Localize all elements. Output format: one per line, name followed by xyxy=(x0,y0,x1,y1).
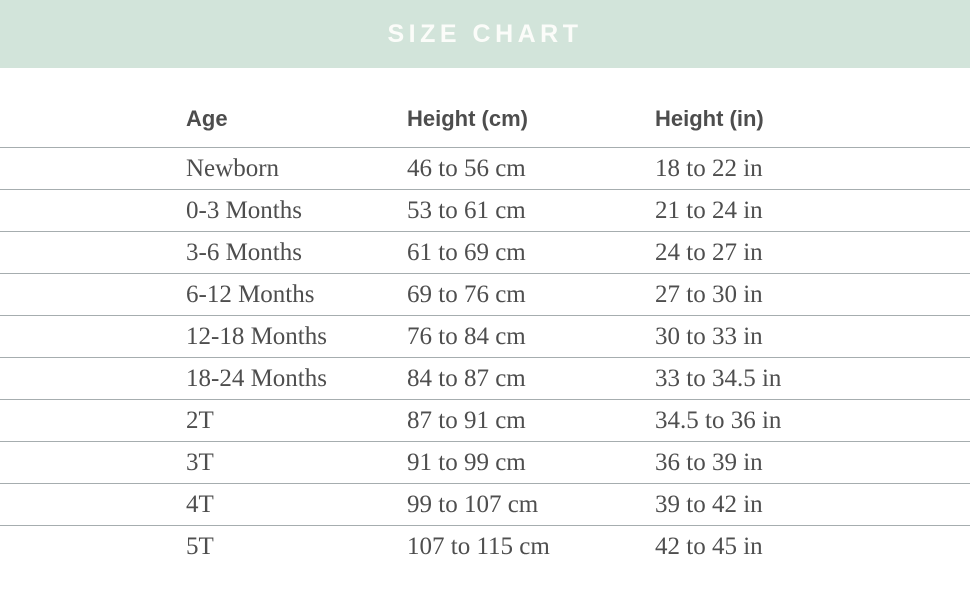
age-cell: 3T xyxy=(0,441,407,484)
height-cm-cell: 46 to 56 cm xyxy=(407,147,655,190)
header-row: Age Height (cm) Height (in) xyxy=(0,68,970,148)
height-in-cell: 39 to 42 in xyxy=(655,483,970,526)
table-body: Newborn 46 to 56 cm 18 to 22 in 0-3 Mont… xyxy=(0,147,970,568)
height-cm-cell: 99 to 107 cm xyxy=(407,483,655,526)
table-row: 0-3 Months 53 to 61 cm 21 to 24 in xyxy=(0,189,970,232)
table-row: 4T 99 to 107 cm 39 to 42 in xyxy=(0,483,970,526)
height-cm-cell: 76 to 84 cm xyxy=(407,315,655,358)
height-in-cell: 21 to 24 in xyxy=(655,189,970,232)
height-in-cell: 30 to 33 in xyxy=(655,315,970,358)
table-header: Age Height (cm) Height (in) xyxy=(0,68,970,148)
size-table: Age Height (cm) Height (in) Newborn 46 t… xyxy=(0,68,970,567)
height-in-cell: 27 to 30 in xyxy=(655,273,970,316)
height-cm-cell: 53 to 61 cm xyxy=(407,189,655,232)
table-row: 18-24 Months 84 to 87 cm 33 to 34.5 in xyxy=(0,357,970,400)
column-header-height-in: Height (in) xyxy=(655,68,970,148)
height-in-cell: 42 to 45 in xyxy=(655,532,763,560)
age-cell: 6-12 Months xyxy=(0,273,407,316)
age-cell: 18-24 Months xyxy=(0,357,407,400)
age-cell: 2T xyxy=(0,399,407,442)
height-cm-cell: 84 to 87 cm xyxy=(407,357,655,400)
height-in-cell: 33 to 34.5 in xyxy=(655,357,970,400)
height-in-cell: 18 to 22 in xyxy=(655,147,970,190)
height-cm-cell: 61 to 69 cm xyxy=(407,231,655,274)
height-cm-cell: 91 to 99 cm xyxy=(407,441,655,484)
table-row: 3-6 Months 61 to 69 cm 24 to 27 in xyxy=(0,231,970,274)
height-in-cell: 24 to 27 in xyxy=(655,231,970,274)
age-cell: 3-6 Months xyxy=(0,231,407,274)
table-row: 2T 87 to 91 cm 34.5 to 36 in xyxy=(0,399,970,442)
column-header-height-cm: Height (cm) xyxy=(407,68,655,148)
table-row: Newborn 46 to 56 cm 18 to 22 in xyxy=(0,147,970,190)
age-cell: Newborn xyxy=(0,147,407,190)
age-cell: 5T xyxy=(186,532,214,560)
height-cm-cell: 107 to 115 cm xyxy=(407,532,550,560)
table-row: 5T 107 to 115 cm 42 to 45 in xyxy=(0,526,970,568)
table-row: 3T 91 to 99 cm 36 to 39 in xyxy=(0,441,970,484)
height-in-cell: 36 to 39 in xyxy=(655,441,970,484)
page-title: SIZE CHART xyxy=(387,19,583,48)
height-in-cell: 34.5 to 36 in xyxy=(655,399,970,442)
age-cell: 4T xyxy=(0,483,407,526)
age-cell: 0-3 Months xyxy=(0,189,407,232)
height-cm-cell: 69 to 76 cm xyxy=(407,273,655,316)
column-header-age: Age xyxy=(0,68,407,148)
table-row: 6-12 Months 69 to 76 cm 27 to 30 in xyxy=(0,273,970,316)
table-row: 12-18 Months 76 to 84 cm 30 to 33 in xyxy=(0,315,970,358)
height-cm-cell: 87 to 91 cm xyxy=(407,399,655,442)
banner: SIZE CHART xyxy=(0,0,970,68)
age-cell: 12-18 Months xyxy=(0,315,407,358)
